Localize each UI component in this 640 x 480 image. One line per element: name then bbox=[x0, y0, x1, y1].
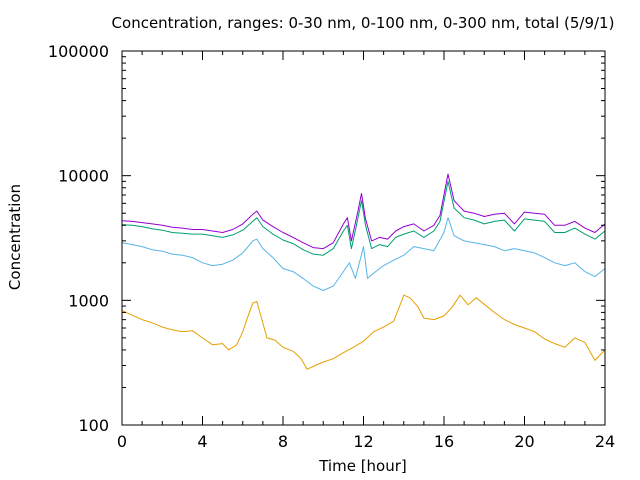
y-tick-label: 1000 bbox=[68, 291, 109, 310]
y-tick-label: 100 bbox=[78, 416, 109, 435]
series-layer bbox=[121, 173, 606, 370]
chart-title: Concentration, ranges: 0-30 nm, 0-100 nm… bbox=[112, 14, 615, 32]
x-tick-label: 20 bbox=[514, 432, 534, 451]
series-line-3 bbox=[121, 180, 606, 256]
x-tick-label: 0 bbox=[117, 432, 127, 451]
x-tick-label: 8 bbox=[278, 432, 288, 451]
x-tick-label: 4 bbox=[197, 432, 207, 451]
axes-layer: 100 1000 10000 100000 0 4 8 12 16 20 24 bbox=[48, 42, 615, 451]
series-line-4 bbox=[121, 173, 606, 250]
x-axis-label: Time [hour] bbox=[318, 457, 407, 475]
x-tick-label: 24 bbox=[595, 432, 615, 451]
y-tick-label: 100000 bbox=[48, 42, 109, 61]
series-line-2 bbox=[121, 217, 606, 291]
x-tick-label: 16 bbox=[434, 432, 454, 451]
x-tick-label: 12 bbox=[353, 432, 373, 451]
series-line-1 bbox=[121, 294, 606, 370]
y-tick-label: 10000 bbox=[58, 167, 109, 186]
y-axis-label: Concentration bbox=[6, 184, 24, 290]
